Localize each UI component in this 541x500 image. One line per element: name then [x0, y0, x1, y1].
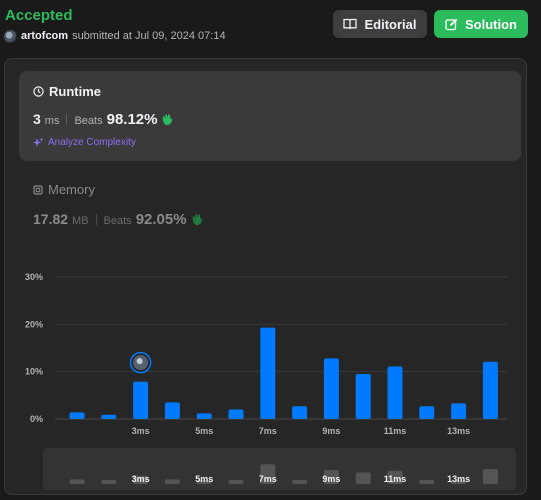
memory-value: 17.82: [33, 211, 69, 227]
bar-2ms[interactable]: [101, 414, 117, 419]
divider: [66, 114, 68, 125]
minimap-bar-14ms: [482, 469, 498, 484]
x-tick-label: 9ms: [322, 426, 340, 436]
clapping-hands-icon: [163, 114, 173, 126]
solution-label: Solution: [465, 16, 517, 32]
minimap-bar-10ms: [355, 472, 371, 484]
minimap-bar-1ms: [69, 479, 85, 484]
bar-13ms[interactable]: [451, 403, 467, 419]
x-tick-label: 13ms: [447, 426, 470, 436]
submitter-info: artofcom submitted at Jul 09, 2024 07:14: [4, 29, 226, 43]
editorial-button[interactable]: Editorial: [333, 10, 427, 38]
runtime-beats-percent: 98.12%: [106, 111, 158, 128]
editorial-label: Editorial: [364, 16, 417, 32]
runtime-unit: ms: [44, 115, 60, 127]
divider: [95, 214, 97, 225]
minimap-bar-12ms: [419, 480, 435, 484]
runtime-metrics: 3 ms Beats 98.12%: [33, 111, 174, 128]
minimap-bar-2ms: [101, 480, 117, 484]
minimap-tick-label: 9ms: [322, 474, 340, 484]
memory-title: Memory: [48, 182, 95, 197]
sparkle-icon: [33, 137, 44, 147]
minimap-tick-label: 7ms: [259, 474, 277, 484]
x-tick-label: 7ms: [259, 426, 277, 436]
y-axis-ticks: 0% 10% 20% 30%: [25, 272, 43, 424]
bar-3ms[interactable]: [133, 381, 149, 419]
bar-7ms[interactable]: [260, 327, 276, 419]
analyze-complexity-link[interactable]: Analyze Complexity: [33, 137, 136, 148]
bar-5ms[interactable]: [196, 413, 212, 419]
y-tick-label: 30%: [25, 272, 43, 282]
chart-range-slider[interactable]: 3ms 5ms 7ms 9ms 11ms 13ms: [43, 448, 516, 490]
bar-14ms[interactable]: [482, 361, 498, 419]
bar-4ms[interactable]: [164, 402, 180, 419]
minimap-tick-label: 5ms: [195, 474, 213, 484]
chart-bars[interactable]: [69, 327, 498, 419]
y-tick-label: 10%: [25, 367, 43, 377]
clock-icon: [33, 86, 44, 97]
x-tick-label: 11ms: [384, 426, 407, 436]
memory-header[interactable]: Memory: [33, 182, 95, 197]
runtime-value: 3: [33, 111, 41, 127]
memory-beats-percent: 92.05%: [135, 211, 187, 228]
minimap-bar-13ms: [451, 480, 467, 484]
user-avatar[interactable]: [4, 29, 17, 43]
bar-8ms[interactable]: [292, 406, 308, 419]
bar-9ms[interactable]: [323, 358, 339, 419]
bar-11ms[interactable]: [387, 366, 403, 419]
minimap-bar-7ms: [260, 464, 276, 484]
minimap-bar-4ms: [164, 479, 180, 484]
memory-beats-label: Beats: [103, 215, 132, 227]
submission-status: Accepted: [5, 7, 73, 24]
runtime-title: Runtime: [49, 84, 101, 99]
memory-chip-icon: [33, 184, 43, 195]
bar-6ms[interactable]: [228, 409, 244, 419]
x-axis-ticks: 3ms 5ms 7ms 9ms 11ms 13ms: [132, 426, 471, 436]
minimap-bar-9ms: [323, 470, 339, 484]
runtime-card[interactable]: Runtime 3 ms Beats 98.12% Analyze Comple…: [19, 71, 521, 161]
current-submission-marker: [129, 351, 152, 374]
avatar-face: [136, 358, 143, 365]
clapping-hands-icon: [192, 214, 203, 226]
x-tick-label: 3ms: [132, 426, 150, 436]
book-icon: [343, 18, 358, 30]
runtime-beats-label: Beats: [74, 115, 103, 127]
analyze-complexity-label: Analyze Complexity: [48, 137, 136, 148]
minimap-bar-5ms: [196, 480, 212, 484]
x-tick-label: 5ms: [195, 426, 213, 436]
runtime-header: Runtime: [33, 84, 101, 99]
solution-button[interactable]: Solution: [434, 10, 528, 38]
chart-grid: [55, 276, 507, 420]
memory-unit: MB: [72, 215, 89, 227]
minimap-tick-label: 11ms: [384, 474, 407, 484]
edit-icon: [445, 18, 458, 30]
bar-12ms[interactable]: [419, 406, 435, 419]
minimap-tick-label: 3ms: [132, 474, 150, 484]
bar-1ms[interactable]: [69, 412, 85, 419]
minimap-bar-6ms: [228, 480, 244, 484]
username-link[interactable]: artofcom: [21, 30, 69, 42]
minimap-bar-11ms: [387, 470, 403, 484]
memory-metrics: 17.82 MB Beats 92.05%: [33, 211, 204, 228]
minimap-bar-8ms: [292, 480, 308, 484]
y-tick-label: 0%: [30, 414, 43, 424]
minimap-bar-3ms: [133, 475, 149, 484]
y-tick-label: 20%: [25, 319, 43, 329]
bar-10ms[interactable]: [355, 374, 371, 419]
submitted-time: submitted at Jul 09, 2024 07:14: [72, 30, 226, 42]
minimap-tick-label: 13ms: [447, 474, 470, 484]
